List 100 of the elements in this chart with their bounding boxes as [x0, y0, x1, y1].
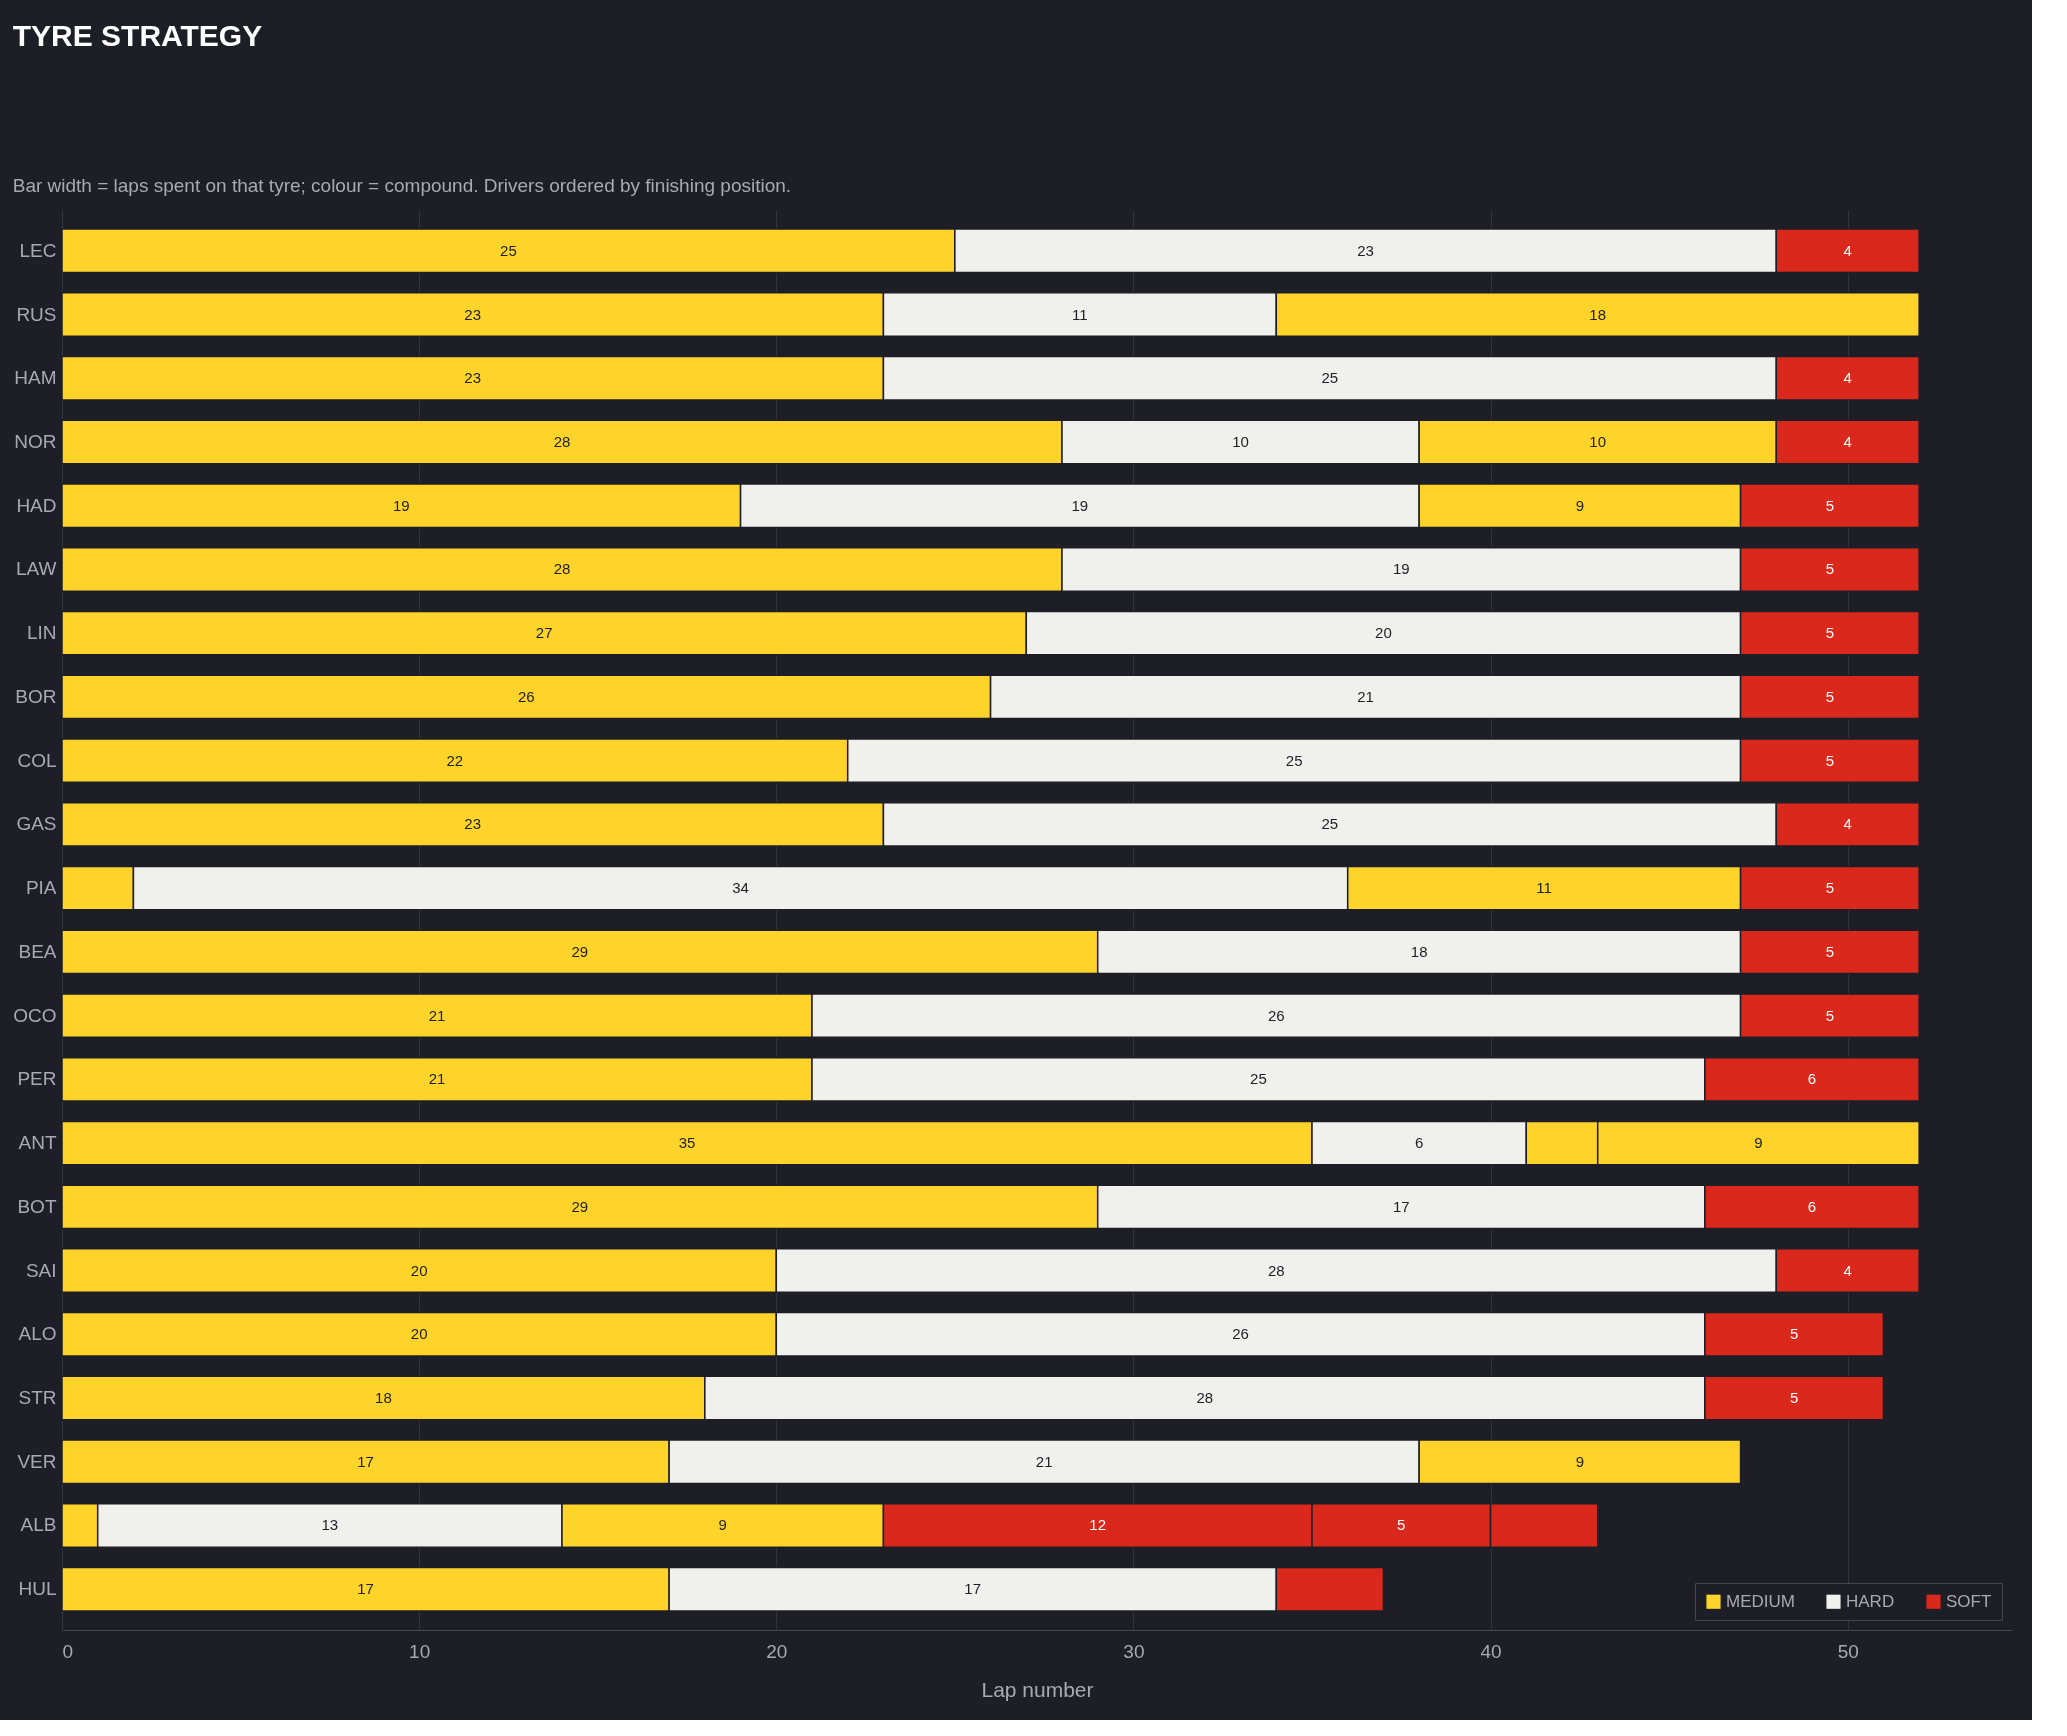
- data-label: 29: [571, 942, 589, 960]
- data-label: 20: [1375, 624, 1392, 642]
- y-tick-label: LEC: [19, 239, 57, 261]
- data-label: 18: [375, 1389, 392, 1407]
- y-tick-label: BEA: [18, 940, 57, 962]
- data-label: 5: [1397, 1516, 1406, 1534]
- data-label: 5: [1825, 624, 1835, 642]
- data-label: 21: [1035, 1452, 1053, 1470]
- data-label: 4: [1843, 241, 1852, 259]
- data-label: 25: [1285, 751, 1303, 769]
- data-label: 5: [1825, 879, 1835, 897]
- data-label: 19: [1071, 496, 1089, 514]
- data-label: 25: [1321, 815, 1339, 833]
- data-label: 22: [446, 751, 464, 769]
- data-label: 12: [1089, 1516, 1107, 1534]
- y-tick-label: LAW: [16, 558, 57, 580]
- chart-title: TYRE STRATEGY: [12, 19, 263, 52]
- data-label: 28: [1267, 1261, 1285, 1279]
- data-label: 5: [1789, 1325, 1799, 1343]
- data-label: 28: [1196, 1389, 1214, 1407]
- data-label: 5: [1825, 687, 1835, 705]
- data-label: 9: [718, 1516, 727, 1534]
- data-label: 25: [1250, 1070, 1267, 1088]
- y-tick-label: HUL: [18, 1578, 57, 1600]
- x-tick-label: 40: [1480, 1640, 1502, 1662]
- data-label: 35: [678, 1134, 696, 1152]
- data-label: 18: [1589, 305, 1607, 323]
- x-axis-title: Lap number: [981, 1677, 1094, 1701]
- data-label: 21: [428, 1070, 446, 1088]
- legend-label: HARD: [1846, 1591, 1895, 1611]
- data-label: 9: [1754, 1134, 1763, 1152]
- data-label: 6: [1807, 1070, 1817, 1088]
- y-tick-label: ALB: [20, 1514, 57, 1536]
- data-label: 5: [1825, 1006, 1835, 1024]
- data-label: 13: [321, 1516, 339, 1534]
- y-tick-label: PIA: [25, 877, 57, 899]
- y-tick-label: COL: [17, 749, 57, 771]
- x-tick-label: 30: [1123, 1640, 1145, 1662]
- y-tick-label: SAI: [25, 1259, 57, 1281]
- data-label: 11: [1536, 879, 1552, 897]
- data-label: 17: [964, 1580, 982, 1598]
- data-label: 27: [535, 624, 553, 642]
- data-label: 23: [464, 815, 482, 833]
- y-tick-label: BOR: [15, 685, 57, 707]
- data-label: 26: [517, 687, 535, 705]
- y-tick-label: HAM: [14, 367, 57, 389]
- data-label: 29: [571, 1197, 589, 1215]
- x-tick-label: 50: [1837, 1640, 1859, 1662]
- data-label: 26: [1267, 1006, 1285, 1024]
- data-label: 20: [410, 1325, 428, 1343]
- y-tick-label: VER: [17, 1450, 57, 1472]
- data-label: 21: [428, 1006, 446, 1024]
- data-label: 28: [553, 560, 571, 578]
- legend-label: MEDIUM: [1726, 1591, 1795, 1611]
- x-tick-label: 20: [766, 1640, 788, 1662]
- data-label: 9: [1575, 496, 1585, 514]
- y-tick-label: ANT: [18, 1132, 57, 1154]
- data-label: 5: [1825, 560, 1835, 578]
- data-label: 25: [1321, 369, 1339, 387]
- y-tick-label: LIN: [26, 622, 57, 644]
- legend-label: SOFT: [1946, 1591, 1992, 1611]
- y-tick-label: OCO: [13, 1004, 57, 1026]
- data-label: 10: [1589, 432, 1607, 450]
- data-label: 5: [1825, 751, 1835, 769]
- data-label: 4: [1843, 815, 1852, 833]
- data-label: 6: [1414, 1134, 1424, 1152]
- data-label: 17: [1392, 1197, 1410, 1215]
- y-tick-label: STR: [18, 1387, 57, 1409]
- data-label: 23: [464, 369, 482, 387]
- data-label: 5: [1825, 496, 1835, 514]
- data-label: 26: [1232, 1325, 1249, 1343]
- data-label: 23: [1357, 241, 1374, 259]
- data-label: 6: [1807, 1197, 1817, 1215]
- y-tick-label: PER: [17, 1068, 57, 1090]
- data-label: 25: [500, 241, 517, 259]
- data-label: 23: [464, 305, 482, 323]
- y-tick-label: GAS: [16, 813, 57, 835]
- y-tick-label: ALO: [18, 1323, 57, 1345]
- chart-subtitle: Bar width = laps spent on that tyre; colour = compound. Drivers ordered by finishing position.: [12, 175, 792, 196]
- data-label: 20: [410, 1261, 428, 1279]
- data-label: 19: [392, 496, 410, 514]
- data-label: 19: [1392, 560, 1410, 578]
- data-label: 4: [1843, 432, 1852, 450]
- x-tick-label: 0: [62, 1640, 74, 1662]
- x-tick-label: 10: [409, 1640, 431, 1662]
- y-tick-label: BOT: [17, 1195, 57, 1217]
- data-label: 11: [1072, 305, 1088, 323]
- y-tick-label: RUS: [16, 303, 57, 325]
- data-label: 17: [357, 1452, 374, 1470]
- data-label: 4: [1843, 1261, 1852, 1279]
- data-label: 5: [1789, 1389, 1799, 1407]
- y-tick-label: HAD: [16, 494, 57, 516]
- y-tick-label: NOR: [14, 430, 57, 452]
- data-label: 18: [1410, 942, 1428, 960]
- data-label: 28: [553, 432, 571, 450]
- data-label: 4: [1843, 369, 1852, 387]
- data-label: 34: [732, 879, 749, 897]
- data-label: 5: [1825, 942, 1835, 960]
- data-label: 21: [1357, 687, 1374, 705]
- data-label: 9: [1575, 1452, 1585, 1470]
